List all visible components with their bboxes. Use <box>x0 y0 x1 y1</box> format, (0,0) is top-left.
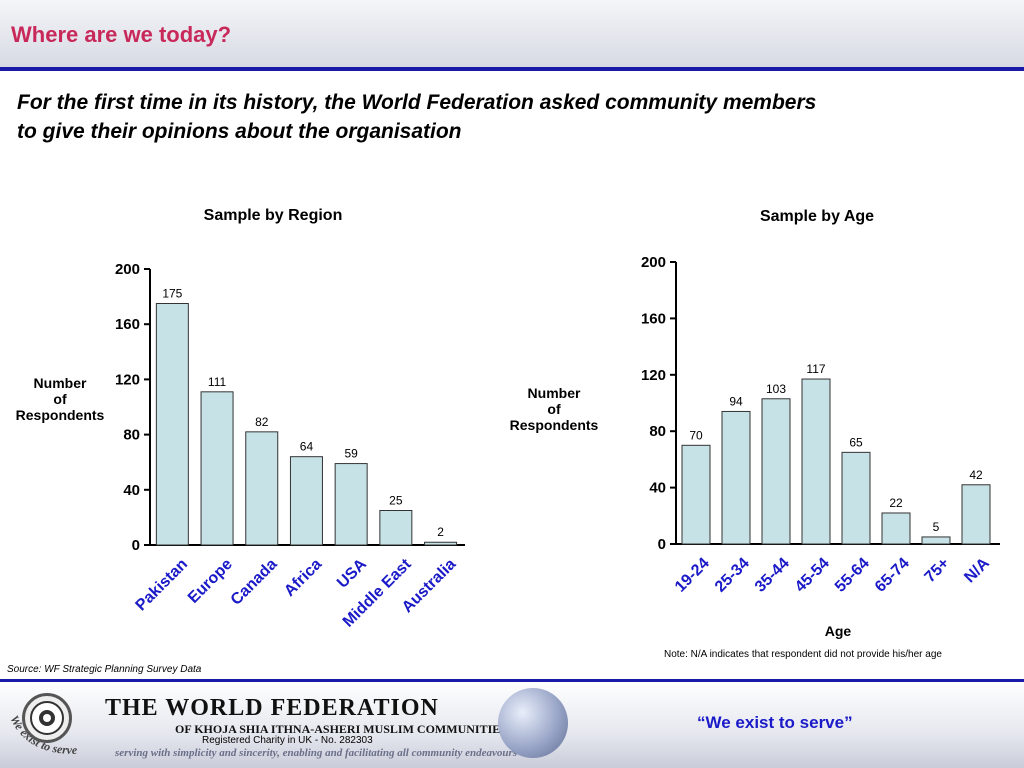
age-category-label: 45-54 <box>792 555 833 596</box>
region-category-label: Pakistan <box>133 556 192 615</box>
emblem-icon <box>30 701 64 735</box>
age-y-tick-label: 160 <box>641 310 666 327</box>
age-bar <box>801 378 831 545</box>
age-bar <box>681 444 711 545</box>
region-value-label: 175 <box>162 287 182 301</box>
age-category-label: 55-64 <box>832 555 873 596</box>
age-value-label: 65 <box>849 435 863 449</box>
region-value-label: 111 <box>208 375 227 389</box>
region-bar <box>334 463 368 546</box>
age-xlabel: Age <box>825 623 852 639</box>
globe-icon <box>498 688 568 758</box>
region-value-label: 59 <box>344 447 358 461</box>
age-value-label: 70 <box>689 428 703 442</box>
age-value-label: 94 <box>729 394 743 408</box>
age-category-label: N/A <box>961 554 993 586</box>
age-chart-title: Sample by Age <box>760 208 874 225</box>
region-value-label: 64 <box>300 440 314 454</box>
age-bar <box>841 451 871 545</box>
subtitle-line-1: For the first time in its history, the W… <box>17 91 817 114</box>
organisation-name: THE WORLD FEDERATION <box>105 695 439 721</box>
charts-canvas: Sample by RegionNumberofRespondents04080… <box>16 207 1000 639</box>
header-rule <box>0 67 1024 71</box>
page-title: Where are we today? <box>11 22 232 47</box>
age-ylabel-line: Respondents <box>510 417 599 433</box>
region-y-tick-label: 80 <box>123 427 140 444</box>
age-y-tick-label: 80 <box>649 423 666 440</box>
age-bar <box>881 512 911 545</box>
age-note: Note: N/A indicates that respondent did … <box>664 649 942 660</box>
age-category-label: 35-44 <box>752 555 793 596</box>
subtitle-line-2: to give their opinions about the organis… <box>17 120 462 143</box>
region-y-tick-label: 0 <box>132 537 140 554</box>
header-band <box>0 0 1024 70</box>
region-category-label: Africa <box>281 556 325 600</box>
age-category-label: 25-34 <box>712 555 753 596</box>
age-y-tick-label: 40 <box>649 480 666 497</box>
region-bar <box>155 303 189 546</box>
age-bar <box>961 484 991 545</box>
age-ylabel-line: of <box>547 401 561 417</box>
region-chart-title: Sample by Region <box>204 207 343 224</box>
age-value-label: 117 <box>806 362 825 376</box>
region-value-label: 82 <box>255 415 269 429</box>
age-y-tick-label: 0 <box>658 536 666 553</box>
region-value-label: 2 <box>437 525 444 539</box>
age-ylabel-line: Number <box>528 385 581 401</box>
age-value-label: 22 <box>889 496 903 510</box>
region-category-label: Europe <box>185 556 236 607</box>
source-note: Source: WF Strategic Planning Survey Dat… <box>7 664 202 675</box>
age-bar <box>721 410 751 545</box>
region-y-tick-label: 160 <box>115 316 140 333</box>
region-category-label: USA <box>334 555 370 591</box>
region-bar <box>245 431 279 546</box>
region-ylabel-line: Respondents <box>16 407 105 423</box>
organisation-logo <box>22 693 72 743</box>
age-category-label: 75+ <box>922 555 953 586</box>
age-y-tick-label: 120 <box>641 367 666 384</box>
age-bar <box>761 398 791 545</box>
region-category-label: Canada <box>228 556 281 609</box>
region-bar <box>379 510 413 546</box>
page-subtitle: For the first time in its history, the W… <box>17 88 977 146</box>
organisation-subtitle: OF KHOJA SHIA ITHNA-ASHERI MUSLIM COMMUN… <box>175 722 507 736</box>
region-value-label: 25 <box>389 494 403 508</box>
footer-rule <box>0 679 1024 682</box>
region-ylabel-line: of <box>53 391 67 407</box>
age-value-label: 103 <box>766 382 786 396</box>
slogan: “We exist to serve” <box>697 713 853 732</box>
region-bar <box>289 456 323 546</box>
region-y-tick-label: 40 <box>123 482 140 499</box>
region-y-tick-label: 200 <box>115 261 140 278</box>
region-bar <box>424 541 458 546</box>
charity-number: Registered Charity in UK - No. 282303 <box>202 735 373 746</box>
age-category-label: 19-24 <box>672 555 713 596</box>
organisation-tagline: serving with simplicity and sincerity, e… <box>115 747 518 759</box>
region-y-tick-label: 120 <box>115 371 140 388</box>
age-value-label: 42 <box>969 468 983 482</box>
age-y-tick-label: 200 <box>641 254 666 271</box>
age-category-label: 65-74 <box>872 555 913 596</box>
age-value-label: 5 <box>933 520 940 534</box>
age-bar <box>921 536 951 545</box>
region-bar <box>200 391 234 546</box>
region-ylabel-line: Number <box>34 375 87 391</box>
